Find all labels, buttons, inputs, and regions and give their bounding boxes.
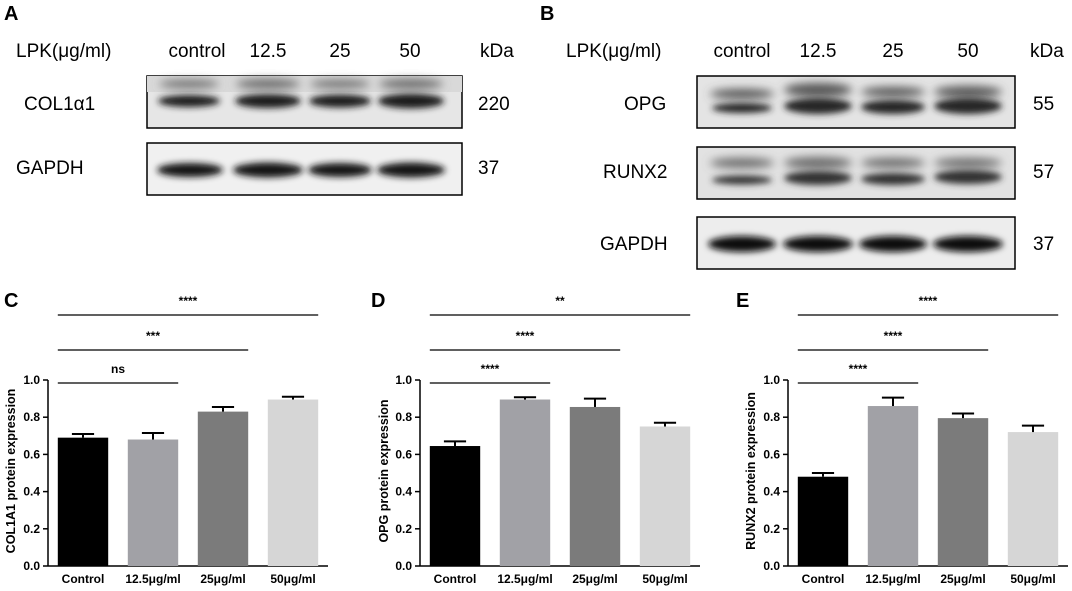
significance-label: ns — [111, 362, 125, 376]
significance-label: **** — [884, 329, 903, 343]
significance-label: ** — [555, 294, 565, 308]
panel-a-label: A — [4, 3, 18, 25]
panel-a-blot-label-col1a1: COL1α1 — [24, 94, 95, 115]
significance-label: **** — [516, 329, 535, 343]
bar-2 — [937, 418, 989, 566]
bar-1 — [867, 406, 919, 566]
significance-label: **** — [849, 362, 868, 376]
panel-b-lane-25: 25 — [882, 41, 903, 62]
panel-b-kda-runx2: 57 — [1033, 162, 1054, 183]
panel-a-kda-header: kDa — [480, 41, 514, 62]
x-category-label: Control — [802, 572, 845, 586]
panel-e-label: E — [736, 290, 749, 312]
chart-e: E 0.0 0.2 0.4 0.6 0.8 1.0 RUNX2 protein express… — [736, 290, 1068, 586]
panel-b-lane-12-5: 12.5 — [800, 41, 837, 62]
panel-a-lane-12-5: 12.5 — [250, 41, 287, 62]
y-tick-label: 0.8 — [395, 410, 412, 424]
panel-a-lane-control: control — [168, 41, 225, 62]
chart-d: D 0.0 0.2 0.4 0.6 0.8 1.0 OPG protein expressio… — [371, 290, 700, 586]
panel-a-blot-col1a1 — [146, 75, 463, 129]
x-category-label: Control — [62, 572, 105, 586]
bar-0 — [429, 446, 481, 566]
significance-label: **** — [179, 294, 198, 308]
bar-3 — [1007, 432, 1059, 566]
panel-a: A LPK(μg/ml) control 12.5 25 50 kDa COL1… — [4, 3, 514, 196]
panel-d-label: D — [371, 290, 385, 312]
x-category-label: 25μg/ml — [200, 572, 245, 586]
x-category-label: 50μg/ml — [1010, 572, 1055, 586]
panel-b-blot-opg — [696, 75, 1016, 129]
panel-b-lane-50: 50 — [957, 41, 978, 62]
x-category-label: 50μg/ml — [270, 572, 315, 586]
significance-label: *** — [146, 329, 160, 343]
y-tick-label: 0.6 — [395, 447, 412, 461]
y-tick-label: 0.6 — [23, 447, 40, 461]
panel-b-kda-gapdh: 37 — [1033, 234, 1054, 255]
panel-a-blot-label-gapdh: GAPDH — [16, 158, 84, 179]
panel-a-lane-25: 25 — [329, 41, 350, 62]
bar-1 — [127, 439, 179, 566]
x-category-label: 25μg/ml — [940, 572, 985, 586]
bar-1 — [499, 399, 551, 566]
significance-label: **** — [481, 362, 500, 376]
x-category-label: 12.5μg/ml — [865, 572, 920, 586]
panel-b-blot-runx2 — [696, 146, 1016, 200]
significance-label: **** — [919, 294, 938, 308]
x-category-label: 12.5μg/ml — [125, 572, 180, 586]
panel-b-kda-opg: 55 — [1033, 94, 1054, 115]
panel-b-blot-gapdh — [696, 216, 1016, 270]
panel-a-kda-gapdh: 37 — [478, 158, 499, 179]
y-tick-label: 0.4 — [763, 485, 780, 499]
bar-3 — [267, 399, 319, 566]
x-category-label: Control — [434, 572, 477, 586]
panel-a-blot-gapdh — [146, 142, 463, 196]
bar-2 — [569, 406, 621, 566]
y-tick-label: 0.4 — [23, 485, 40, 499]
bar-3 — [639, 426, 691, 566]
panel-b-blot-label-gapdh: GAPDH — [600, 234, 668, 255]
panel-b: B LPK(μg/ml) control 12.5 25 50 kDa OPG … — [540, 3, 1064, 270]
bar-chart-panels: C 0.0 0.2 0.4 0.6 0.8 1.0 COL1A1 protein expres… — [4, 290, 1068, 586]
y-tick-label: 0.2 — [23, 522, 40, 536]
bar-0 — [797, 476, 849, 566]
y-tick-label: 0.6 — [763, 447, 780, 461]
panel-b-blot-label-runx2: RUNX2 — [603, 162, 667, 183]
y-axis-title: COL1A1 protein expression — [4, 389, 18, 554]
y-tick-label: 1.0 — [23, 373, 40, 387]
panel-b-label: B — [540, 3, 554, 25]
y-tick-label: 0.8 — [763, 410, 780, 424]
y-tick-label: 0.0 — [395, 559, 412, 573]
y-tick-label: 0.0 — [763, 559, 780, 573]
y-tick-label: 0.4 — [395, 485, 412, 499]
y-tick-label: 0.0 — [23, 559, 40, 573]
y-axis-title: OPG protein expression — [377, 399, 391, 542]
chart-c: C 0.0 0.2 0.4 0.6 0.8 1.0 COL1A1 protein expres… — [4, 290, 328, 586]
panel-a-lane-50: 50 — [399, 41, 420, 62]
panel-a-header-label: LPK(μg/ml) — [16, 41, 111, 62]
y-axis-title: RUNX2 protein expression — [744, 392, 758, 550]
panel-c-label: C — [4, 290, 18, 312]
y-tick-label: 0.2 — [763, 522, 780, 536]
y-tick-label: 0.8 — [23, 410, 40, 424]
x-category-label: 12.5μg/ml — [497, 572, 552, 586]
y-tick-label: 1.0 — [763, 373, 780, 387]
panel-b-header-label: LPK(μg/ml) — [566, 41, 661, 62]
panel-b-blot-label-opg: OPG — [624, 94, 666, 115]
y-tick-label: 1.0 — [395, 373, 412, 387]
panel-b-lane-control: control — [713, 41, 770, 62]
panel-b-kda-header: kDa — [1030, 41, 1064, 62]
y-tick-label: 0.2 — [395, 522, 412, 536]
panel-a-kda-col1a1: 220 — [478, 94, 510, 115]
bar-2 — [197, 411, 249, 566]
x-category-label: 50μg/ml — [642, 572, 687, 586]
bar-0 — [57, 437, 109, 566]
x-category-label: 25μg/ml — [572, 572, 617, 586]
